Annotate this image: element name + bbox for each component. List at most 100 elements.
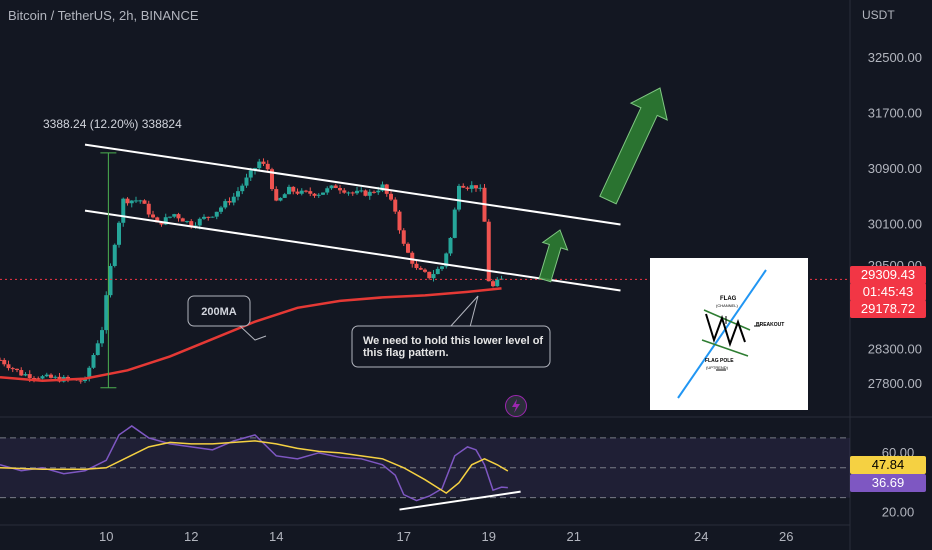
candle-body (121, 198, 126, 223)
rsi-ma-value-label: 47.84 (850, 456, 926, 474)
last-price-label: 29309.43 (850, 266, 926, 284)
candle-body (168, 216, 172, 218)
price-tick-label: 27800.00 (868, 376, 922, 391)
candle-body (393, 199, 398, 212)
rsi-trendline (399, 490, 521, 511)
candle-body (23, 374, 28, 376)
candle-body (316, 194, 321, 196)
price-tick-label: 30900.00 (868, 161, 922, 176)
candle-body (112, 244, 117, 266)
candle-body (142, 200, 147, 204)
large-up-arrow (599, 87, 668, 205)
candle-body (240, 185, 245, 192)
candle-body (423, 269, 427, 272)
candle-body (78, 380, 83, 382)
candle-body (40, 376, 45, 379)
candle-body (342, 190, 347, 193)
candle-body (452, 209, 457, 238)
measure-label: 3388.24 (12.20%) 338824 (43, 117, 182, 131)
candle-body (214, 211, 219, 217)
ma-callout-text: 200MA (201, 306, 237, 318)
channel-trendline (84, 209, 621, 292)
candle-body (151, 214, 155, 218)
small-up-arrow (538, 229, 569, 283)
candle-body (27, 374, 32, 379)
candle-body (304, 190, 308, 192)
flag-pattern-diagram: FLAG (CHANNEL) BREAKOUT FLAG POLE (UPTRE… (650, 258, 808, 410)
lightning-icon[interactable] (505, 395, 527, 417)
candle-body (155, 217, 160, 223)
candle-body (138, 200, 143, 202)
rsi-line (0, 425, 508, 502)
bar-countdown-label: 01:45:43 (850, 283, 926, 301)
breakout-label: BREAKOUT (756, 322, 785, 328)
candle-body (329, 185, 334, 189)
candle-body (180, 218, 185, 222)
price-tick-label: 32500.00 (868, 50, 922, 65)
candle-body (49, 374, 53, 378)
candle-body (295, 191, 300, 194)
candle-body (223, 201, 228, 208)
candle-body (359, 190, 364, 192)
candle-body (338, 188, 342, 191)
candle-body (299, 190, 304, 194)
rsi-value-label: 36.69 (850, 474, 926, 492)
candle-body (435, 268, 440, 275)
candle-body (257, 161, 262, 169)
candle-body (36, 378, 41, 380)
candle-body (321, 192, 325, 195)
candle-body (274, 189, 279, 201)
candle-body (287, 186, 291, 195)
candles (0, 158, 504, 384)
candle-body (176, 214, 181, 219)
candle-body (270, 169, 274, 190)
flag-pole-label: FLAG POLE (705, 358, 734, 364)
indicator-lines (0, 143, 850, 511)
note-line-2: this flag pattern. (363, 347, 449, 359)
flag-label: FLAG (720, 296, 737, 302)
candle-body (486, 221, 491, 282)
candle-body (278, 197, 283, 201)
candle-body (333, 185, 338, 189)
candle-body (282, 194, 287, 198)
candle-body (87, 367, 92, 378)
candle-body (15, 368, 19, 371)
candle-body (2, 359, 7, 365)
candle-body (469, 185, 474, 189)
ma-price-label: 29178.72 (850, 300, 926, 318)
candle-body (397, 211, 402, 231)
axes: 32500.0031700.0030900.0030100.0029500.00… (99, 50, 922, 544)
candle-body (6, 364, 11, 369)
symbol-title[interactable]: Bitcoin / TetherUS, 2h, BINANCE (8, 8, 199, 23)
candle-body (461, 185, 466, 188)
candle-body (134, 200, 138, 202)
price-tick-label: 28300.00 (868, 341, 922, 356)
candle-body (410, 252, 415, 264)
candle-body (350, 192, 355, 194)
candle-body (478, 187, 483, 189)
candle-body (414, 263, 419, 269)
candle-body (418, 268, 423, 270)
candle-body (206, 216, 211, 218)
candle-body (465, 187, 470, 189)
candle-body (32, 378, 36, 380)
candle-body (236, 191, 240, 197)
candle-body (265, 163, 270, 170)
candle-body (474, 185, 478, 189)
candle-body (117, 222, 121, 245)
rsi-tick-label: 20.00 (882, 505, 915, 520)
candle-body (159, 222, 164, 225)
candle-body (66, 376, 70, 379)
candle-body (197, 218, 202, 226)
candle-body (202, 216, 206, 219)
candle-body (389, 193, 393, 200)
channel-label: (CHANNEL) (716, 303, 738, 308)
note-box (351, 325, 551, 368)
annotations: 3388.24 (12.20%) 338824 200MA We need to h… (43, 87, 668, 389)
candle-body (440, 266, 444, 269)
rsi-panel (0, 437, 850, 499)
price-tick-label: 30100.00 (868, 216, 922, 231)
candle-body (19, 370, 24, 376)
candle-body (146, 203, 151, 215)
